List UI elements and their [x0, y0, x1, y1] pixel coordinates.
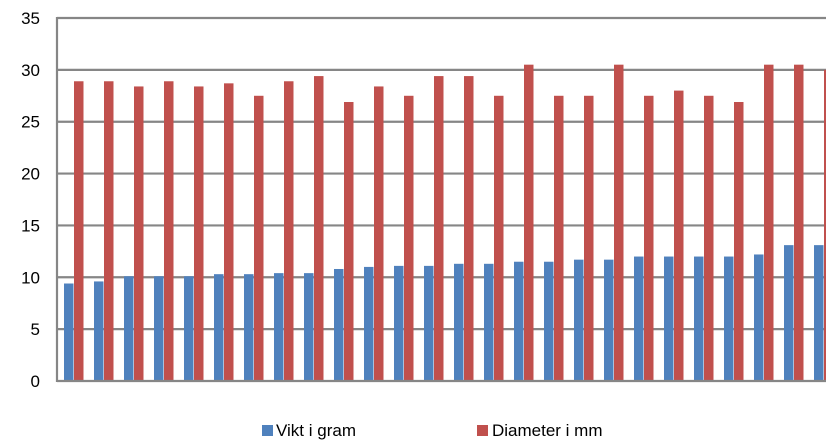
bar-diameter — [644, 95, 654, 382]
bar-vikt — [574, 259, 584, 381]
bar-vikt — [544, 261, 554, 381]
bar-vikt — [304, 273, 314, 381]
y-tick-label: 20 — [21, 165, 40, 184]
y-tick-label: 35 — [21, 9, 40, 28]
bar-vikt — [664, 256, 674, 381]
bar-diameter — [344, 102, 354, 381]
bar-vikt — [724, 256, 734, 381]
y-axis-tick-labels: 0 5 10 15 20 25 30 35 — [21, 9, 40, 391]
bar-vikt — [514, 261, 524, 381]
bar-vikt — [124, 276, 134, 381]
bar-diameter — [284, 81, 294, 381]
bar-vikt — [184, 276, 194, 381]
bar-diameter — [794, 64, 804, 382]
bar-diameter — [764, 64, 774, 382]
bar-vikt — [784, 245, 794, 381]
bar-vikt — [154, 276, 164, 381]
bar-vikt — [424, 265, 434, 381]
bar-vikt — [634, 256, 644, 381]
y-tick-label: 5 — [31, 320, 40, 339]
bar-vikt — [214, 274, 224, 381]
bar-vikt — [64, 283, 74, 381]
bar-diameter — [674, 90, 684, 381]
bar-diameter — [494, 95, 504, 382]
bar-diameter — [374, 86, 384, 382]
legend: Vikt i gram Diameter i mm — [262, 421, 603, 440]
bar-vikt — [364, 266, 374, 381]
bar-diameter — [134, 86, 144, 382]
bars — [64, 64, 826, 382]
bar-diameter — [254, 95, 264, 382]
bar-diameter — [584, 95, 594, 382]
bar-vikt — [754, 254, 764, 381]
bar-diameter — [524, 64, 534, 382]
bar-vikt — [604, 259, 614, 381]
bar-vikt — [334, 268, 344, 381]
bar-diameter — [314, 76, 324, 381]
y-tick-label: 25 — [21, 113, 40, 132]
bar-diameter — [74, 81, 84, 381]
legend-label: Diameter i mm — [492, 421, 603, 440]
legend-swatch — [477, 425, 488, 436]
bar-diameter — [404, 95, 414, 382]
bar-vikt — [94, 281, 104, 381]
bar-vikt — [244, 274, 254, 381]
bar-diameter — [734, 102, 744, 381]
bar-vikt — [274, 273, 284, 381]
bar-vikt — [394, 265, 404, 381]
bar-diameter — [434, 76, 444, 381]
bar-diameter — [704, 95, 714, 382]
y-tick-label: 10 — [21, 268, 40, 287]
bar-diameter — [224, 83, 234, 381]
bar-diameter — [194, 86, 204, 382]
y-tick-label: 30 — [21, 61, 40, 80]
bar-vikt — [454, 263, 464, 381]
bar-vikt — [484, 263, 494, 381]
bar-diameter — [614, 64, 624, 382]
legend-swatch — [262, 425, 273, 436]
bar-vikt — [694, 256, 704, 381]
bar-vikt — [814, 245, 824, 381]
bar-diameter — [554, 95, 564, 382]
bar-diameter — [164, 81, 174, 381]
y-tick-label: 0 — [31, 372, 40, 391]
bar-diameter — [824, 69, 826, 381]
y-tick-label: 15 — [21, 216, 40, 235]
axes — [55, 17, 826, 383]
bar-diameter — [464, 76, 474, 381]
legend-label: Vikt i gram — [276, 421, 356, 440]
bar-diameter — [104, 81, 114, 381]
